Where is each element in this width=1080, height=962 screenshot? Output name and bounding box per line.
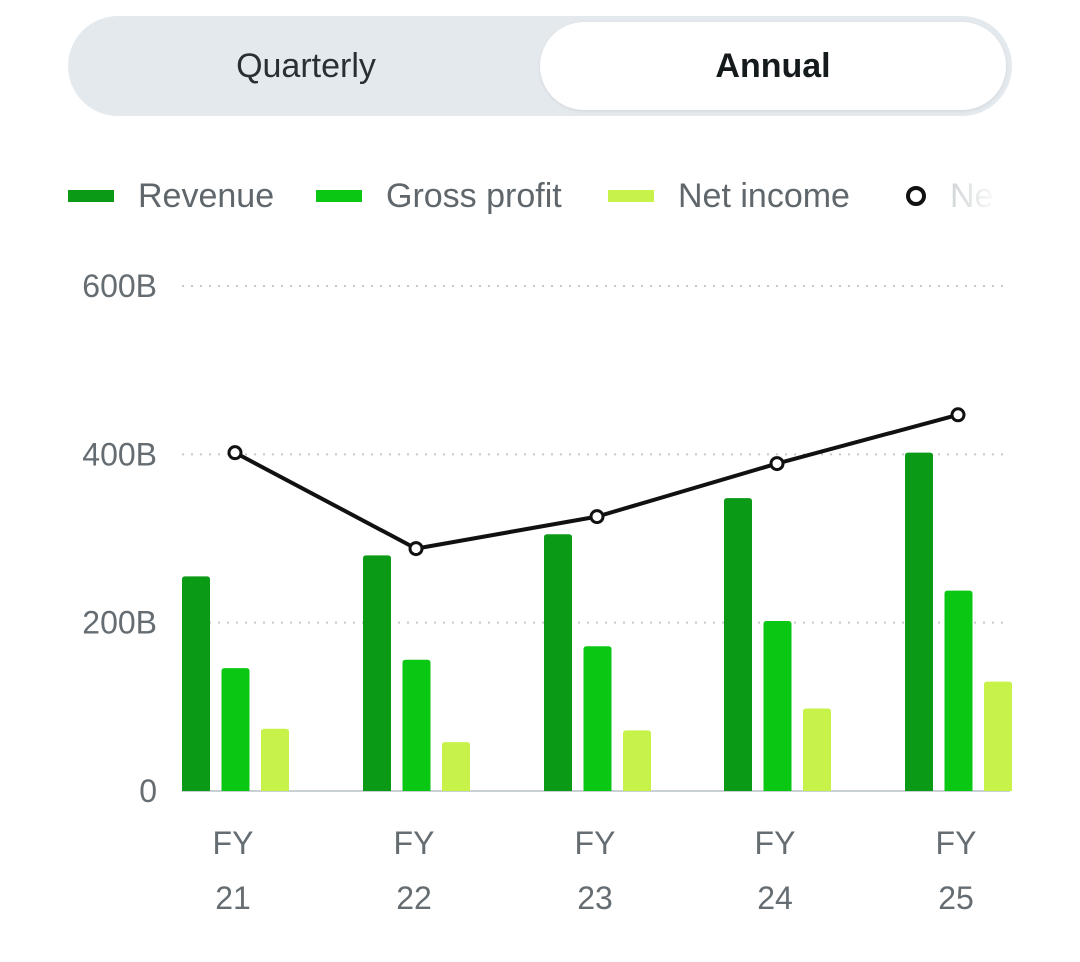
bar-chart: 0 200B 400B 600B FY 21 FY 22 FY 23 FY 24 FY 25	[82, 268, 1012, 916]
net-income-bar[interactable]	[803, 708, 831, 791]
line-series-path	[234, 412, 959, 551]
line-point[interactable]	[950, 407, 966, 423]
chart-line	[227, 407, 966, 557]
legend-dot-icon	[906, 186, 926, 206]
legend-swatch-net-income	[608, 190, 654, 202]
legend-item-line[interactable]: Ne	[906, 168, 993, 224]
revenue-bar[interactable]	[182, 576, 210, 791]
revenue-bar[interactable]	[905, 452, 933, 791]
chart-legend: Revenue Gross profit Net income Ne	[68, 168, 1012, 224]
x-category-label: FY	[936, 825, 977, 861]
legend-label-revenue: Revenue	[138, 176, 275, 215]
gross-profit-bar[interactable]	[944, 590, 973, 791]
x-category-label: FY	[755, 825, 796, 861]
line-point[interactable]	[589, 509, 605, 525]
x-category-label: 23	[577, 880, 613, 916]
line-point[interactable]	[769, 456, 785, 472]
net-income-bar[interactable]	[442, 742, 470, 791]
x-category-label: 24	[757, 880, 793, 916]
gross-profit-bar[interactable]	[583, 646, 612, 791]
revenue-bar[interactable]	[363, 555, 391, 791]
legend-swatch-revenue	[68, 190, 114, 202]
gross-profit-bar[interactable]	[763, 620, 792, 791]
x-category-label: FY	[213, 825, 254, 861]
net-income-bar[interactable]	[623, 730, 651, 791]
line-point[interactable]	[227, 445, 243, 461]
y-tick-label: 0	[139, 773, 157, 809]
legend-label-gross-profit: Gross profit	[386, 176, 562, 215]
y-tick-label: 400B	[82, 436, 157, 472]
legend-item-net-income[interactable]: Net income	[608, 168, 850, 224]
legend-label-line: Ne	[950, 176, 994, 215]
legend-item-revenue[interactable]: Revenue	[68, 168, 274, 224]
x-category-label: 22	[396, 880, 432, 916]
gross-profit-bar[interactable]	[402, 659, 431, 791]
x-category-label: 25	[938, 880, 974, 916]
x-category-label: FY	[394, 825, 435, 861]
net-income-bar[interactable]	[984, 681, 1012, 791]
revenue-bar[interactable]	[544, 534, 572, 791]
period-toggle: Quarterly Annual	[68, 16, 1012, 116]
annual-tab[interactable]: Annual	[540, 22, 1006, 110]
y-tick-label: 200B	[82, 605, 157, 641]
chart-bars	[182, 452, 1012, 791]
gross-profit-bar[interactable]	[221, 668, 250, 791]
quarterly-tab[interactable]: Quarterly	[236, 46, 376, 85]
revenue-bar[interactable]	[724, 498, 752, 791]
x-category-label: FY	[575, 825, 616, 861]
x-axis: FY 21 FY 22 FY 23 FY 24 FY 25	[213, 825, 977, 916]
net-income-bar[interactable]	[261, 728, 289, 791]
legend-label-net-income: Net income	[678, 176, 850, 215]
legend-swatch-gross-profit	[316, 190, 362, 202]
y-axis: 0 200B 400B 600B	[82, 268, 157, 809]
y-tick-label: 600B	[82, 268, 157, 304]
line-point[interactable]	[408, 541, 424, 557]
legend-item-gross-profit[interactable]: Gross profit	[316, 168, 562, 224]
x-category-label: 21	[215, 880, 251, 916]
